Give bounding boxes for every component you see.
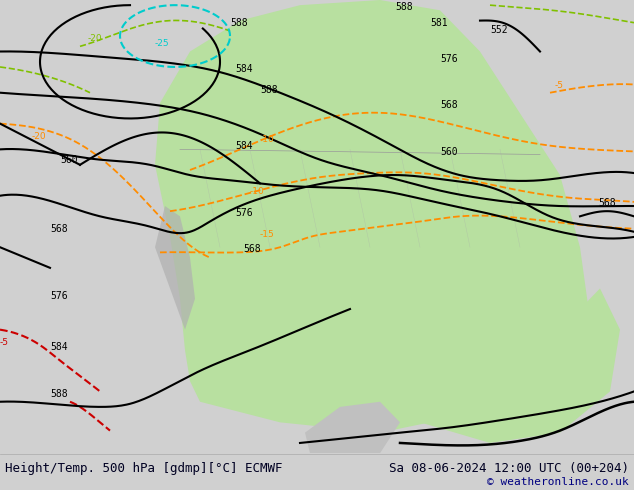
Text: 568: 568 bbox=[243, 245, 261, 254]
Text: -5: -5 bbox=[555, 80, 564, 90]
Text: © weatheronline.co.uk: © weatheronline.co.uk bbox=[488, 477, 629, 487]
Polygon shape bbox=[420, 289, 620, 443]
Text: 584: 584 bbox=[235, 142, 252, 151]
Polygon shape bbox=[155, 206, 195, 330]
Text: 568: 568 bbox=[440, 100, 458, 110]
Text: 552: 552 bbox=[490, 25, 508, 35]
Text: -20: -20 bbox=[88, 34, 103, 43]
Text: -10: -10 bbox=[250, 187, 265, 196]
Text: 588: 588 bbox=[230, 18, 248, 28]
Text: 588: 588 bbox=[260, 85, 278, 95]
Text: 568: 568 bbox=[598, 198, 616, 208]
Text: 581: 581 bbox=[430, 18, 448, 28]
Text: -20: -20 bbox=[32, 132, 47, 141]
Text: 576: 576 bbox=[50, 291, 68, 301]
Text: 568: 568 bbox=[50, 224, 68, 234]
Text: 560: 560 bbox=[60, 155, 77, 165]
Text: 576: 576 bbox=[440, 54, 458, 64]
Text: Sa 08-06-2024 12:00 UTC (00+204): Sa 08-06-2024 12:00 UTC (00+204) bbox=[389, 462, 629, 475]
Text: 584: 584 bbox=[235, 64, 252, 74]
Text: -25: -25 bbox=[155, 39, 170, 49]
Text: 584: 584 bbox=[50, 342, 68, 352]
Text: 576: 576 bbox=[235, 208, 252, 219]
Text: 588: 588 bbox=[395, 2, 413, 12]
Text: 560: 560 bbox=[440, 147, 458, 156]
Text: Height/Temp. 500 hPa [gdmp][°C] ECMWF: Height/Temp. 500 hPa [gdmp][°C] ECMWF bbox=[5, 462, 283, 475]
Polygon shape bbox=[305, 402, 400, 453]
Text: -10: -10 bbox=[260, 135, 275, 144]
Text: -5: -5 bbox=[0, 338, 9, 347]
Text: 588: 588 bbox=[50, 389, 68, 398]
Polygon shape bbox=[155, 0, 590, 433]
Text: -15: -15 bbox=[260, 230, 275, 239]
